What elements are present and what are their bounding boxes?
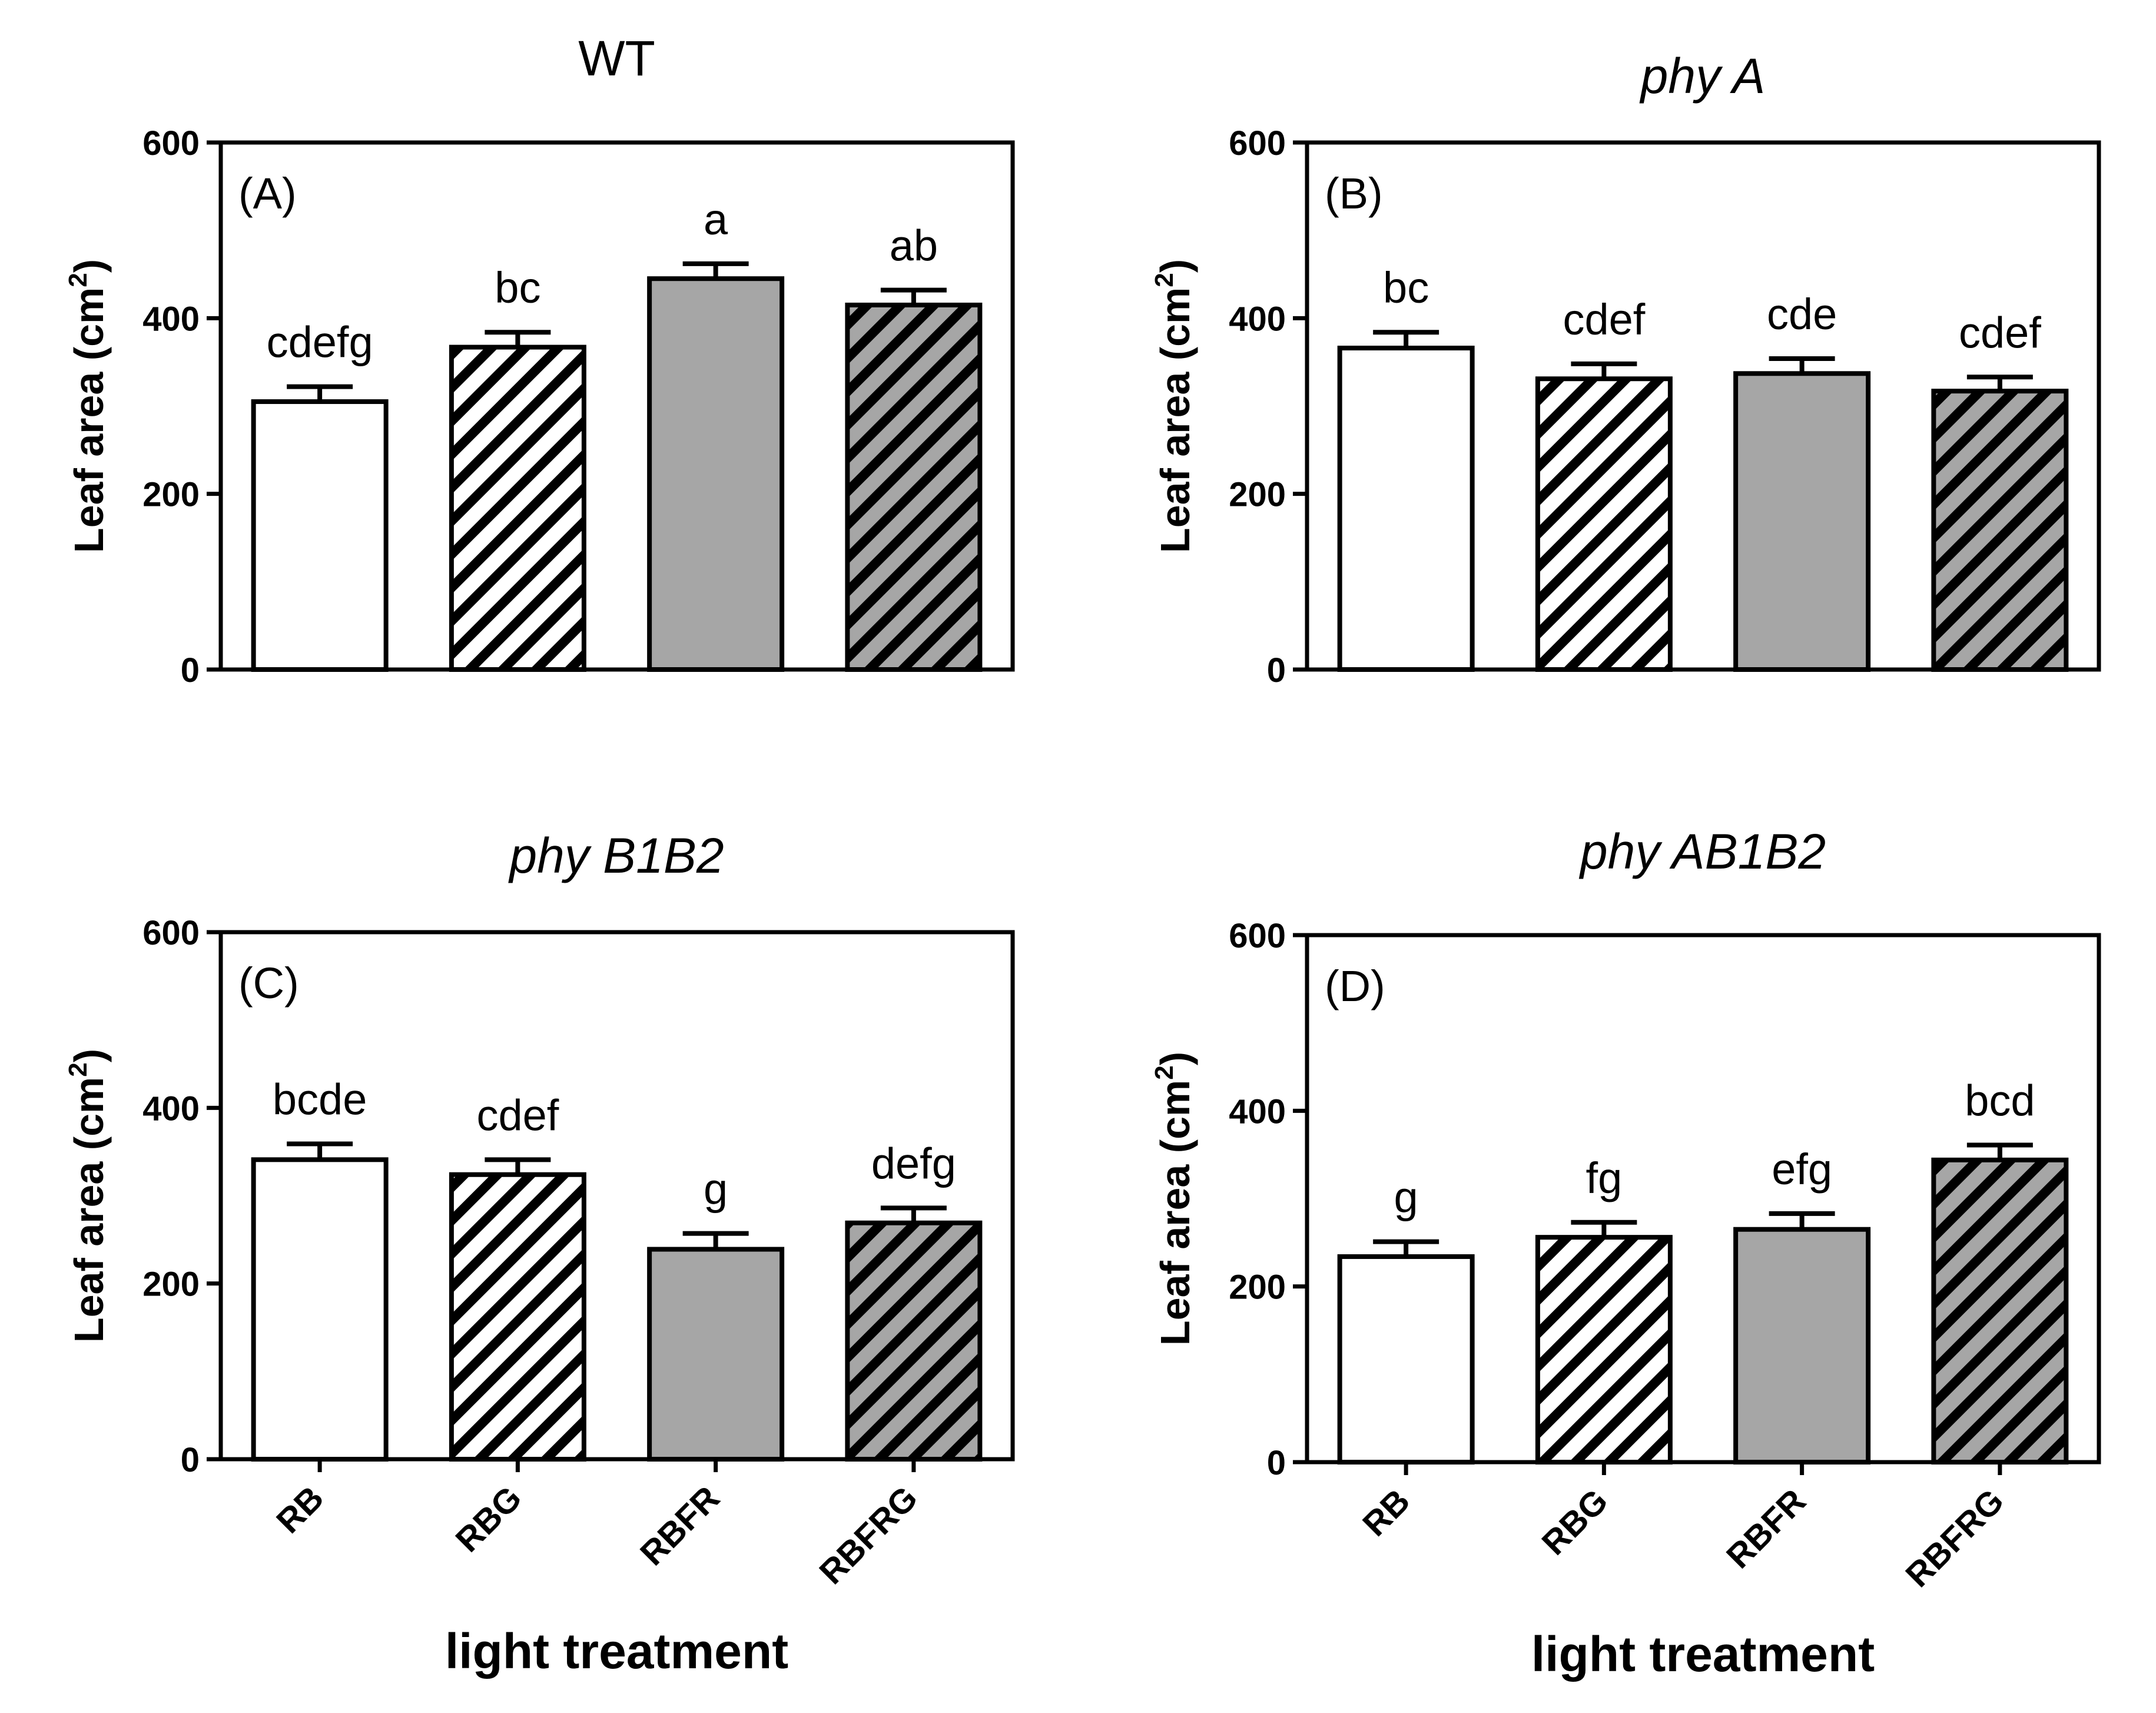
panel-title: phy AB1B2 bbox=[1578, 824, 1826, 879]
significance-label: bc bbox=[1383, 263, 1429, 312]
bar-rbfr bbox=[647, 1247, 785, 1462]
panel-label: (B) bbox=[1325, 169, 1383, 218]
y-axis-label: Leaf area (cm2) bbox=[64, 1049, 112, 1343]
x-tick-label: RBG bbox=[1534, 1482, 1615, 1562]
bar-rbfrg bbox=[1931, 1157, 2069, 1465]
x-tick-label: RBFR bbox=[1719, 1482, 1813, 1576]
y-tick-label: 400 bbox=[1229, 300, 1286, 338]
panel-title: phy B1B2 bbox=[508, 828, 724, 883]
y-tick-label: 600 bbox=[1229, 917, 1286, 955]
y-tick-label: 0 bbox=[1267, 651, 1286, 690]
plot-frame bbox=[1305, 933, 2101, 1465]
bar-rbfrg bbox=[845, 1220, 983, 1462]
bar-rbfrg bbox=[1931, 389, 2069, 672]
x-tick-label: RBG bbox=[448, 1479, 529, 1559]
bar-rbfrg bbox=[845, 302, 983, 672]
significance-label: ab bbox=[890, 221, 938, 270]
significance-label: cde bbox=[1767, 290, 1837, 339]
y-axis-label: Leaf area (cm2) bbox=[1150, 259, 1198, 553]
y-tick-label: 200 bbox=[1229, 1268, 1286, 1307]
significance-label: cdef bbox=[1563, 295, 1645, 344]
y-tick-label: 400 bbox=[142, 300, 200, 338]
y-tick-label: 400 bbox=[1229, 1092, 1286, 1131]
significance-label: defg bbox=[871, 1139, 956, 1188]
y-tick-label: 0 bbox=[181, 1441, 200, 1479]
significance-label: efg bbox=[1772, 1145, 1832, 1194]
bar-rbfr bbox=[647, 276, 785, 672]
y-axis-label: Leaf area (cm2) bbox=[64, 259, 112, 553]
y-tick-label: 200 bbox=[1229, 476, 1286, 514]
significance-label: fg bbox=[1586, 1154, 1623, 1202]
y-tick-label: 600 bbox=[142, 914, 200, 952]
bar-rbg bbox=[1535, 376, 1673, 672]
plot-frame bbox=[1305, 140, 2101, 672]
panel-title: WT bbox=[578, 31, 655, 86]
panel-label: (D) bbox=[1325, 962, 1385, 1010]
x-axis-label: light treatment bbox=[445, 1623, 788, 1679]
significance-label: cdef bbox=[476, 1091, 559, 1139]
significance-label: bcde bbox=[273, 1075, 367, 1124]
x-axis-label: light treatment bbox=[1531, 1626, 1875, 1682]
plot-frame bbox=[218, 930, 1015, 1462]
significance-label: g bbox=[704, 1165, 728, 1214]
x-tick-label: RBFR bbox=[633, 1479, 727, 1573]
x-tick-label: RBFRG bbox=[812, 1479, 925, 1592]
y-tick-label: 600 bbox=[142, 124, 200, 163]
bar-rbg bbox=[449, 1172, 586, 1462]
panel-phy-ab1b2: phy AB1B2 g RB fg RBG efg RBFR bcd RBFRG 0 200 400 6… bbox=[1150, 824, 2101, 1682]
y-tick-label: 0 bbox=[181, 651, 200, 690]
significance-label: a bbox=[704, 195, 728, 244]
plot-frame bbox=[218, 140, 1015, 672]
panel-label: (A) bbox=[238, 169, 297, 218]
panel-phy-a: phy A bc cdef cde cdef 0 200 400 600 Leaf area (c… bbox=[1150, 48, 2101, 690]
significance-label: cdef bbox=[1959, 308, 2041, 357]
panel-title: phy A bbox=[1639, 48, 1766, 104]
bar-rbg bbox=[1535, 1235, 1673, 1465]
panel-label: (C) bbox=[238, 959, 299, 1008]
y-axis-label: Leaf area (cm2) bbox=[1150, 1052, 1198, 1346]
panel-wt: WT cdefg bc a ab 0 200 400 600 Leaf area (cm2) (A) bbox=[64, 31, 1015, 690]
y-tick-label: 200 bbox=[142, 1265, 200, 1304]
y-tick-label: 200 bbox=[142, 476, 200, 514]
bar-rbfr bbox=[1733, 371, 1871, 672]
panel-phy-b1b2: phy B1B2 bcde RB cdef RBG g RBFR defg RBFRG 0 200 4… bbox=[64, 828, 1015, 1679]
x-tick-label: RBFRG bbox=[1898, 1482, 2011, 1595]
significance-label: bc bbox=[495, 263, 540, 312]
significance-label: g bbox=[1394, 1173, 1418, 1222]
bar-rb bbox=[251, 399, 389, 672]
x-tick-label: RB bbox=[1355, 1482, 1417, 1543]
bar-rb bbox=[1337, 1254, 1475, 1465]
bar-rb bbox=[251, 1157, 389, 1462]
significance-label: bcd bbox=[1965, 1076, 2035, 1125]
x-tick-label: RB bbox=[269, 1479, 331, 1540]
significance-label: cdefg bbox=[267, 318, 373, 367]
y-tick-label: 400 bbox=[142, 1089, 200, 1128]
bar-rb bbox=[1337, 346, 1475, 672]
y-tick-label: 600 bbox=[1229, 124, 1286, 163]
bar-rbfr bbox=[1733, 1227, 1871, 1465]
bar-rbg bbox=[449, 344, 586, 672]
y-tick-label: 0 bbox=[1267, 1444, 1286, 1482]
